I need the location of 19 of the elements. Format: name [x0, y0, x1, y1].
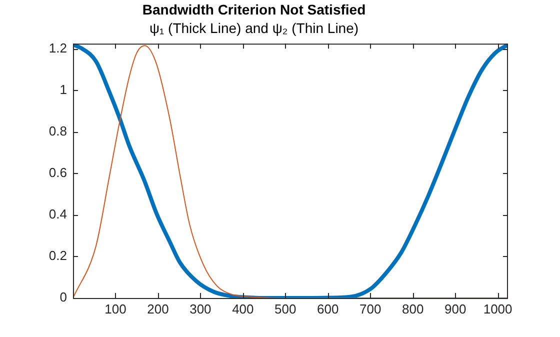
x-tick-label: 500	[274, 301, 296, 316]
x-tick-label: 800	[402, 301, 424, 316]
x-tick-label: 400	[232, 301, 254, 316]
y-tick-label: 0.6	[48, 164, 67, 180]
y-tick-label: 0.8	[48, 123, 67, 138]
y-tick-label: 0.4	[48, 206, 67, 222]
x-tick-label: 300	[190, 301, 212, 316]
x-tick-label: 900	[444, 301, 466, 316]
y-tick-label: 0	[60, 290, 67, 305]
y-tick-label: 1.2	[48, 40, 67, 56]
x-tick-label: 1000	[483, 301, 512, 316]
x-tick-label: 600	[317, 301, 339, 316]
x-tick-label: 100	[104, 301, 126, 316]
chart-title: Bandwidth Criterion Not Satisfied	[142, 1, 366, 18]
x-tick-label: 700	[360, 301, 382, 316]
x-tick-label: 200	[147, 301, 169, 316]
y-tick-label: 0.2	[48, 248, 67, 264]
chart-subtitle: ψ₁ (Thick Line) and ψ₂ (Thin Line)	[149, 20, 359, 36]
y-tick-label: 1	[60, 82, 67, 97]
